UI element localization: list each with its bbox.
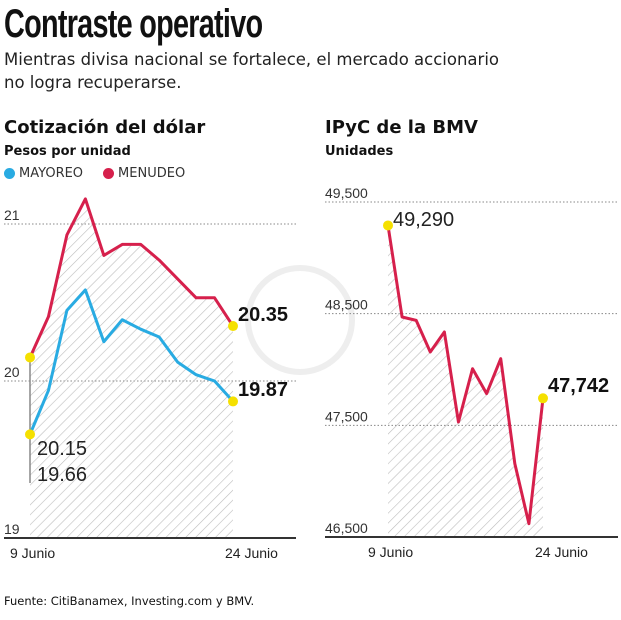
y-tick-label: 48,500 [325, 297, 368, 313]
y-tick-label: 49,500 [325, 185, 368, 201]
highlight-marker [25, 429, 35, 440]
highlight-marker [228, 321, 238, 332]
ipyc-chart-title: IPyC de la BMV [325, 117, 478, 138]
x-tick-label: 9 Junio [10, 545, 55, 561]
subtitle-line-2: no logra recuperarse. [4, 73, 182, 92]
watermark-seal [245, 265, 355, 375]
source-note: Fuente: CitiBanamex, Investing.com y BMV… [4, 594, 255, 608]
legend: MAYOREO MENUDEO [4, 166, 185, 181]
mayoreo-line [28, 288, 235, 435]
x-tick-label: 24 Junio [225, 545, 278, 561]
y-tick-label: 21 [4, 207, 20, 223]
start-value-label: 49,290 [393, 209, 454, 231]
legend-menudeo-label: MENUDEO [118, 166, 186, 181]
legend-menudeo-swatch [103, 168, 115, 179]
start-mayoreo-label: 19.66 [37, 464, 87, 486]
x-tick-label: 9 Junio [368, 544, 413, 560]
highlight-marker [25, 352, 35, 363]
ipyc-chart: 46,500 47,500 48,500 49,500 9 Junio 24 Junio 4… [325, 185, 618, 560]
start-menudeo-label: 20.15 [37, 438, 87, 460]
y-tick-label: 19 [4, 521, 20, 537]
y-tick-label: 47,500 [325, 408, 368, 424]
subtitle-line-1: Mientras divisa nacional se fortalece, e… [4, 50, 500, 69]
x-tick-label: 24 Junio [535, 544, 588, 560]
page-title: Contraste operativo [4, 2, 263, 46]
legend-mayoreo-label: MAYOREO [19, 166, 84, 181]
dollar-chart-title: Cotización del dólar [4, 117, 206, 138]
end-value-label: 47,742 [548, 375, 609, 397]
y-tick-label: 46,500 [325, 520, 368, 536]
ipyc-line [386, 225, 545, 526]
end-menudeo-label: 20.35 [238, 304, 288, 326]
highlight-marker [383, 220, 393, 231]
ipyc-chart-unit: Unidades [325, 144, 394, 159]
hatched-area [388, 225, 543, 537]
dollar-chart-unit: Pesos por unidad [4, 144, 131, 159]
hatched-area [30, 198, 233, 538]
menudeo-line [28, 197, 235, 359]
end-mayoreo-label: 19.87 [238, 379, 288, 401]
highlight-marker [228, 396, 238, 407]
legend-mayoreo-swatch [4, 168, 15, 179]
y-tick-label: 20 [4, 364, 20, 380]
dollar-chart: 19 20 21 9 Junio 24 Junio 20.15 19.66 20.35 19.8… [4, 197, 296, 561]
highlight-marker [538, 393, 548, 404]
